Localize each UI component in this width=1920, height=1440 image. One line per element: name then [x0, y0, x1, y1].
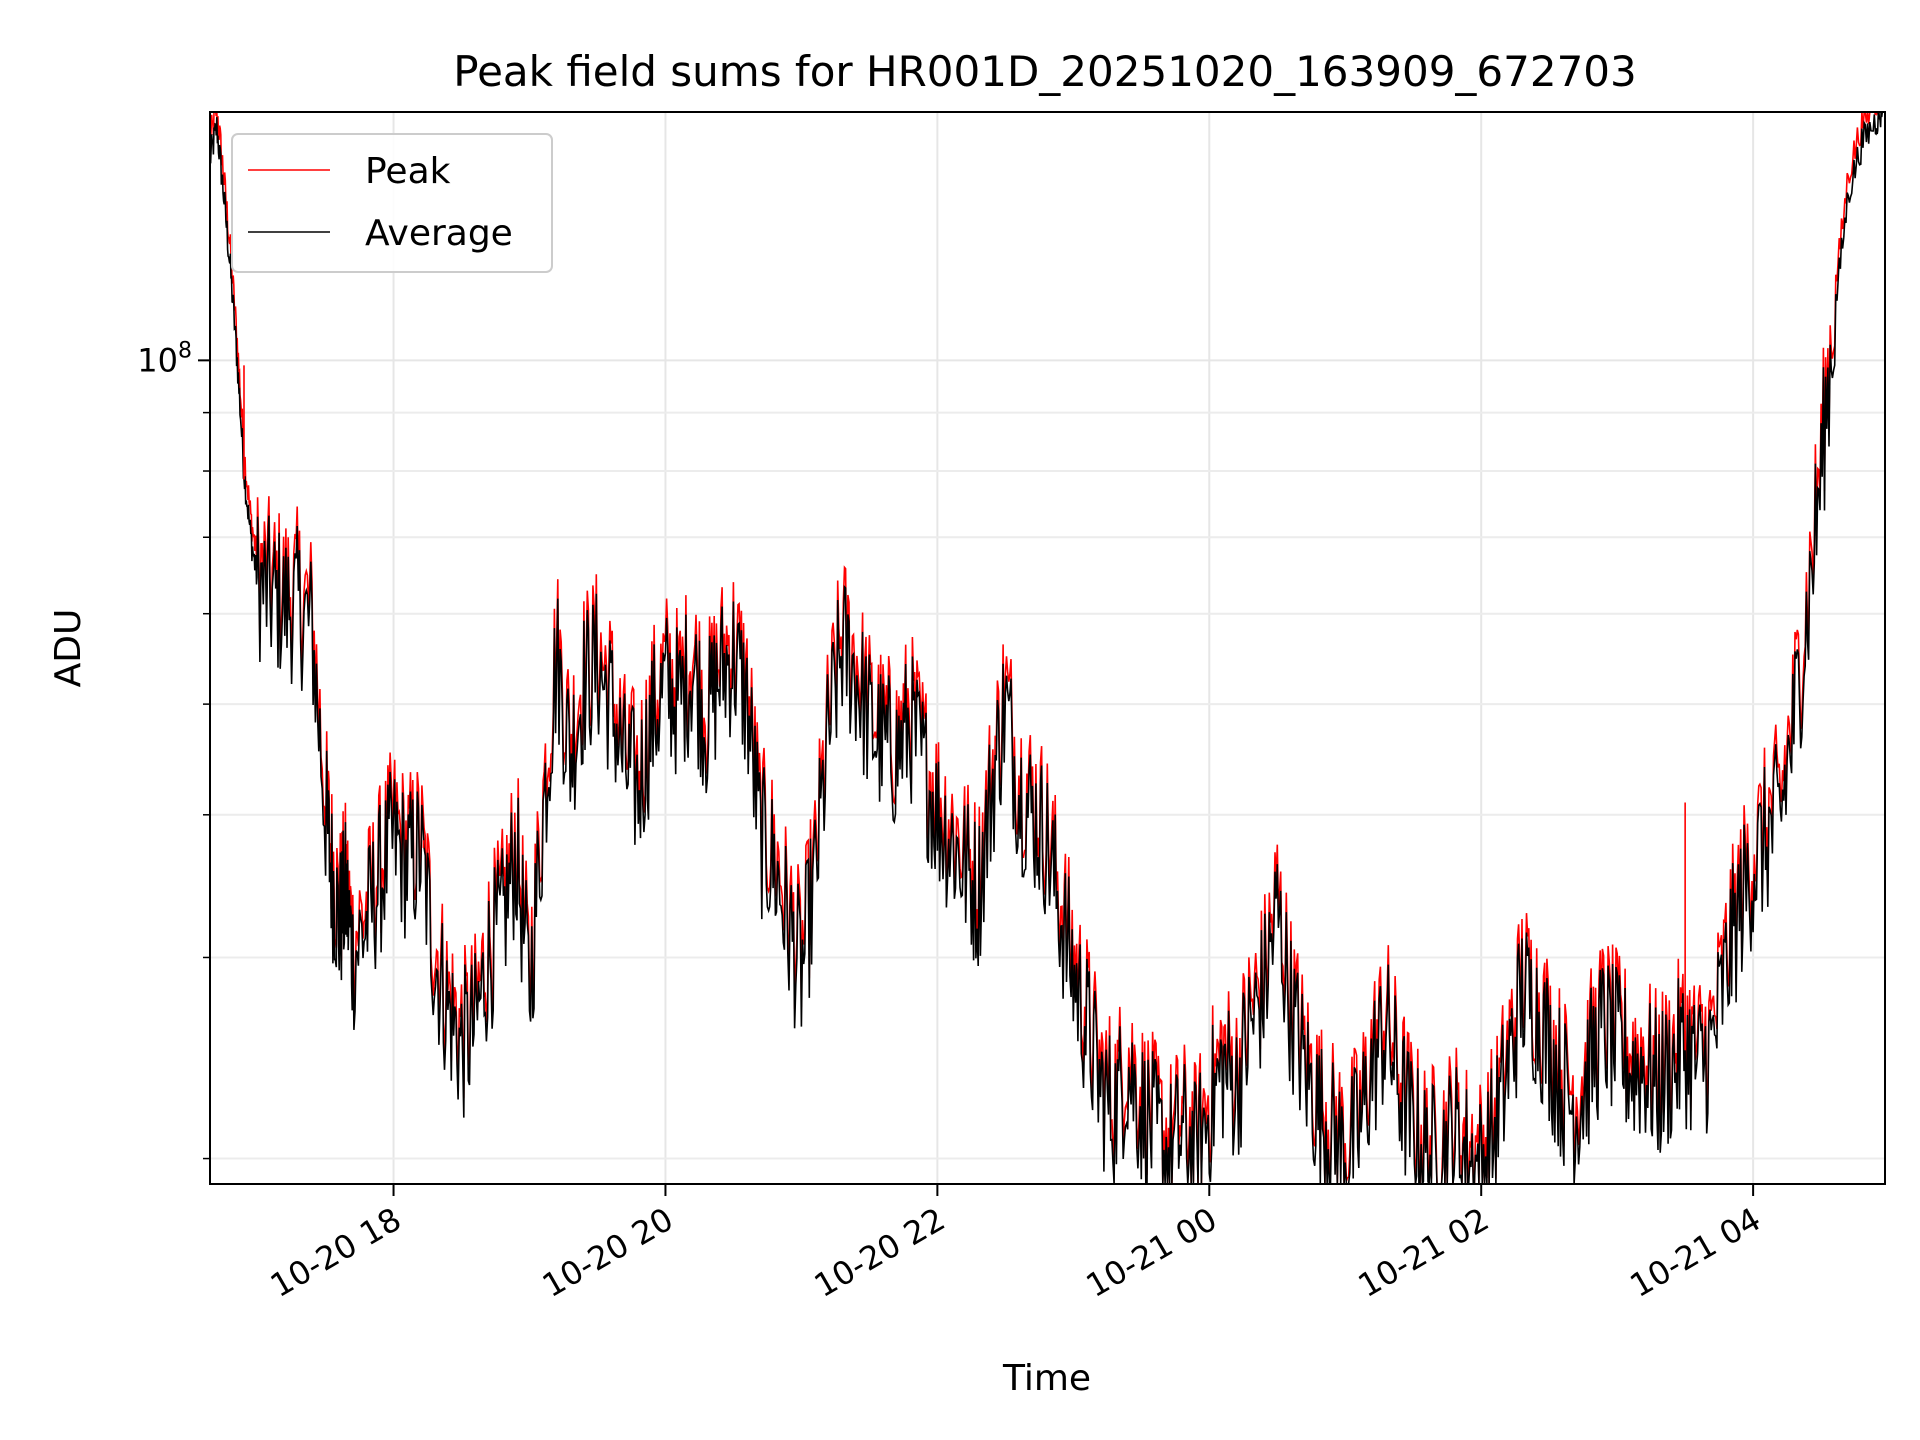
x-axis-label: Time: [1002, 1358, 1091, 1399]
series-layer: [209, 111, 1884, 1185]
average-series-line: [209, 111, 1884, 1185]
chart-title: Peak field sums for HR001D_20251020_1639…: [453, 47, 1637, 96]
legend-average-label: Average: [365, 213, 513, 254]
plot-frame: [209, 111, 1886, 1185]
y-axis-label: ADU: [48, 609, 89, 688]
y-tick-label-0: 108: [137, 338, 192, 379]
legend: Peak Average: [231, 133, 553, 273]
legend-box: [231, 133, 553, 273]
legend-peak-label: Peak: [365, 151, 451, 192]
